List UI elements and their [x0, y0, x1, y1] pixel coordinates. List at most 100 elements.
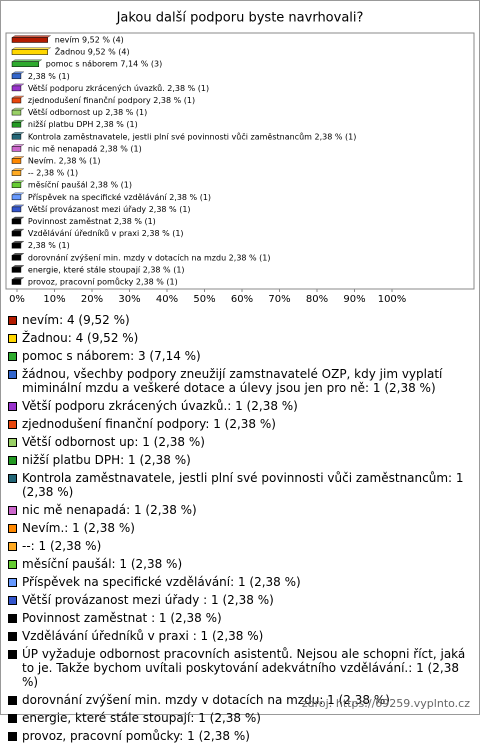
- legend-item: energie, které stále stoupají: 1 (2,38 %…: [8, 711, 470, 725]
- bar-label: nevím 9,52 % (4): [55, 36, 124, 45]
- legend-label: Větší podporu zkrácených úvazků.: 1 (2,3…: [22, 399, 298, 413]
- bar: [11, 194, 22, 201]
- bar: [11, 61, 40, 67]
- bar: [11, 134, 22, 140]
- legend-swatch: [8, 560, 17, 569]
- bar-label: energie, které stále stoupají 2,38 % (1): [28, 264, 185, 274]
- legend-swatch: [8, 334, 17, 343]
- legend-swatch: [8, 732, 17, 741]
- source: zdroj: https://69259.vyplnto.cz: [301, 697, 470, 710]
- x-tick-label: 100%: [378, 294, 407, 305]
- bar: [11, 146, 22, 152]
- bar: [11, 279, 22, 285]
- chart: Jakou další podporu byste navrhovali? 0%…: [5, 11, 475, 305]
- bar-label: Příspěvek na specifické vzdělávání 2,38 …: [28, 192, 211, 202]
- legend-label: Větší provázanost mezi úřady : 1 (2,38 %…: [22, 593, 274, 607]
- bar: [11, 49, 48, 55]
- bar-label: dorovnání zvýšení min. mzdy v dotacích n…: [28, 252, 271, 262]
- bar: [11, 85, 22, 92]
- legend-item: --: 1 (2,38 %): [8, 539, 470, 553]
- x-tick-label: 90%: [343, 294, 365, 305]
- legend-label: energie, které stále stoupají: 1 (2,38 %…: [22, 711, 261, 725]
- legend-item: Příspěvek na specifické vzdělávání: 1 (2…: [8, 575, 470, 589]
- legend-swatch: [8, 650, 17, 659]
- legend-label: zjednodušení finanční podpory: 1 (2,38 %…: [22, 417, 276, 431]
- legend-item: pomoc s náborem: 3 (7,14 %): [8, 349, 470, 363]
- bar-label: nic mě nenapadá 2,38 % (1): [28, 144, 142, 153]
- legend-label: Nevím.: 1 (2,38 %): [22, 521, 135, 535]
- legend-swatch: [8, 578, 17, 587]
- legend-item: dorovnání zvýšení min. mzdy v dotacích n…: [8, 693, 470, 707]
- legend-item: nic mě nenapadá: 1 (2,38 %): [8, 503, 470, 517]
- legend-swatch: [8, 524, 17, 533]
- legend-swatch: [8, 696, 17, 705]
- legend-item: provoz, pracovní pomůcky: 1 (2,38 %): [8, 729, 470, 743]
- legend-label: Povinnost zaměstnat : 1 (2,38 %): [22, 611, 222, 625]
- bar-label: Větší podporu zkrácených úvazků. 2,38 % …: [28, 83, 209, 93]
- chart-title: Jakou další podporu byste navrhovali?: [116, 11, 364, 26]
- x-tick-label: 40%: [156, 294, 178, 305]
- bar: [11, 255, 22, 261]
- bar-label: Žadnou 9,52 % (4): [55, 46, 130, 57]
- bar-label: měsíční paušál 2,38 % (1): [28, 180, 132, 190]
- legend-label: ÚP vyžaduje odbornost pracovních asisten…: [22, 647, 466, 689]
- legend-swatch: [8, 542, 17, 551]
- x-tick-label: 60%: [231, 294, 253, 305]
- legend-label: Žadnou: 4 (9,52 %): [22, 331, 139, 345]
- legend-label: pomoc s náborem: 3 (7,14 %): [22, 349, 201, 363]
- legend-swatch: [8, 596, 17, 605]
- legend-item: zjednodušení finanční podpory: 1 (2,38 %…: [8, 417, 470, 431]
- legend-item: žádnou, všechby podpory zneužijí zamstna…: [8, 367, 470, 395]
- legend-item: Povinnost zaměstnat : 1 (2,38 %): [8, 611, 470, 625]
- legend-item: měsíční paušál: 1 (2,38 %): [8, 557, 470, 571]
- bar-label: Větší provázanost mezi úřady 2,38 % (1): [28, 204, 191, 214]
- legend-label: nižší platbu DPH: 1 (2,38 %): [22, 453, 191, 467]
- bar-label: Nevím. 2,38 % (1): [28, 157, 101, 166]
- x-tick-label: 20%: [81, 294, 103, 305]
- bar-label: Kontrola zaměstnavatele, jestli plní své…: [28, 131, 356, 141]
- legend-swatch: [8, 474, 17, 483]
- bar-label: Povinnost zaměstnat 2,38 % (1): [28, 217, 156, 226]
- bar: [11, 218, 22, 225]
- legend-label: Větší odbornost up: 1 (2,38 %): [22, 435, 205, 449]
- legend-label: žádnou, všechby podpory zneužijí zamstna…: [22, 367, 443, 395]
- bar-label: Vzdělávání úředníků v praxi 2,38 % (1): [28, 228, 184, 238]
- x-tick-label: 50%: [193, 294, 215, 305]
- legend-label: Vzdělávání úředníků v praxi : 1 (2,38 %): [22, 629, 264, 643]
- legend-swatch: [8, 316, 17, 325]
- legend-item: Kontrola zaměstnavatele, jestli plní své…: [8, 471, 470, 499]
- legend-label: Příspěvek na specifické vzdělávání: 1 (2…: [22, 575, 301, 589]
- legend: nevím: 4 (9,52 %) Žadnou: 4 (9,52 %) pomoc…: [8, 313, 470, 747]
- bar: [11, 230, 22, 237]
- x-tick-label: 80%: [306, 294, 328, 305]
- legend-label: --: 1 (2,38 %): [22, 539, 102, 553]
- bar-top: [11, 35, 52, 38]
- legend-item: Větší podporu zkrácených úvazků.: 1 (2,3…: [8, 399, 470, 413]
- bar: [11, 267, 22, 273]
- bar-label: pomoc s náborem 7,14 % (3): [46, 60, 162, 69]
- legend-swatch: [8, 506, 17, 515]
- bar-label: Větší odbornost up 2,38 % (1): [28, 107, 147, 117]
- legend-swatch: [8, 438, 17, 447]
- legend-swatch: [8, 352, 17, 361]
- legend-swatch: [8, 456, 17, 465]
- bar: [11, 170, 22, 176]
- bar: [11, 109, 22, 116]
- legend-swatch: [8, 614, 17, 623]
- bar-label: -- 2,38 % (1): [28, 169, 78, 178]
- bar-top: [11, 47, 52, 50]
- legend-item: nižší platbu DPH: 1 (2,38 %): [8, 453, 470, 467]
- bar-label: provoz, pracovní pomůcky 2,38 % (1): [28, 277, 178, 287]
- x-tick-label: 0%: [9, 294, 25, 305]
- bar: [11, 182, 22, 188]
- legend-item: nevím: 4 (9,52 %): [8, 313, 470, 327]
- bar-label: zjednodušení finanční podpory 2,38 % (1): [28, 95, 195, 105]
- bar: [11, 37, 48, 43]
- legend-label: měsíční paušál: 1 (2,38 %): [22, 557, 183, 571]
- bar: [11, 73, 22, 80]
- bar-label: nižší platbu DPH 2,38 % (1): [28, 119, 138, 129]
- legend-label: provoz, pracovní pomůcky: 1 (2,38 %): [22, 729, 250, 743]
- legend-swatch: [8, 402, 17, 411]
- legend-item: Větší provázanost mezi úřady : 1 (2,38 %…: [8, 593, 470, 607]
